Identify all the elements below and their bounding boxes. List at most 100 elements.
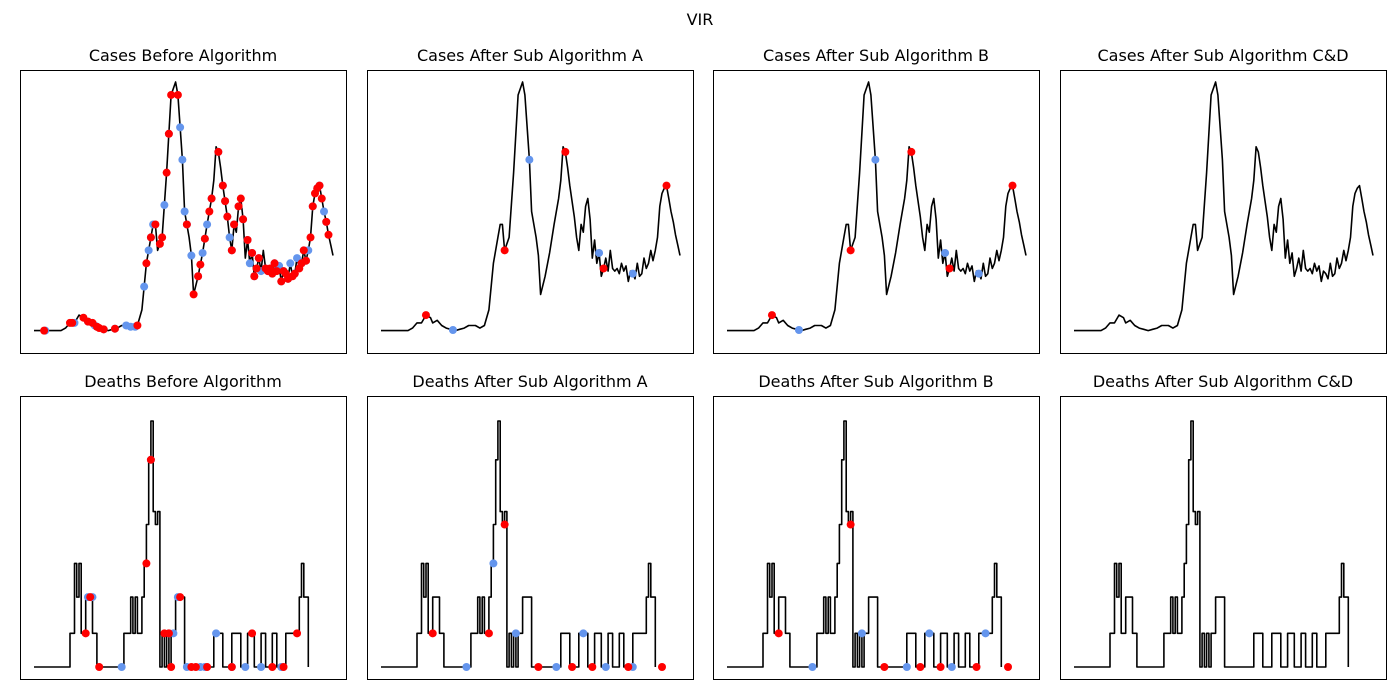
axes-frame [20,396,347,680]
peak-point [230,220,239,229]
trough-point [601,663,610,671]
trough-point [511,629,520,638]
peak-point [200,234,209,243]
peak-point [203,663,212,671]
peak-point [155,239,164,248]
peak-point [191,663,200,671]
peak-point [142,559,151,568]
trough-point [320,207,329,216]
peak-point [534,663,543,671]
trough-point [462,663,471,671]
peak-point [774,629,783,638]
subplot-cases-after-cd [1060,70,1387,354]
series-line [34,81,334,332]
axes-frame [713,396,1040,680]
peak-point [95,663,104,671]
peak-point [146,455,155,464]
peak-point [306,233,315,242]
peak-point [972,663,981,671]
peak-point [99,325,108,334]
subplot-title-deaths-before: Deaths Before Algorithm [84,372,282,391]
peak-point [1004,663,1013,671]
peak-point [167,90,176,99]
trough-point [941,248,950,257]
peak-point [767,311,776,320]
peak-point [916,663,925,671]
trough-point [117,663,126,671]
peak-point [317,194,326,203]
peak-point [293,629,302,638]
trough-point [245,259,254,268]
peak-point [164,129,173,138]
axes-frame [367,396,694,680]
peak-point [239,215,248,224]
series-line [727,81,1027,332]
peak-point [272,267,281,276]
axes-frame [20,70,347,354]
trough-point [176,123,185,132]
peak-point [205,207,214,216]
peak-point [110,324,119,333]
peak-point [299,246,308,255]
peak-point [236,194,245,203]
peak-point [133,321,142,330]
trough-point [902,663,911,671]
peak-point [250,272,259,281]
peak-point [167,663,176,671]
trough-point [198,248,207,257]
trough-point [947,663,956,671]
peak-point [624,663,633,671]
peak-point [196,260,205,269]
peak-point [324,230,333,239]
trough-point [178,155,187,164]
subplot-deaths-after-cd [1060,396,1387,680]
trough-point [257,663,266,671]
series-line [381,420,657,668]
trough-point [293,254,302,263]
peak-point [214,147,223,156]
trough-point [286,259,295,268]
peak-point [880,663,889,671]
trough-point [925,629,934,638]
peak-point [315,181,324,190]
subplot-title-cases-after-cd: Cases After Sub Algorithm C&D [1097,46,1349,65]
peak-point [936,663,945,671]
peak-point [243,235,252,244]
peak-point [86,593,95,602]
subplot-deaths-after-a [367,396,694,680]
trough-point [871,155,880,164]
peak-point [270,259,279,268]
peak-point [194,272,203,281]
subplot-title-deaths-after-a: Deaths After Sub Algorithm A [412,372,648,391]
peak-point [234,202,243,211]
trough-point [187,251,196,260]
trough-point [212,629,221,638]
peak-point [158,233,167,242]
peak-point [658,663,667,671]
series-line [381,81,681,332]
trough-point [225,233,234,242]
axes-frame [713,70,1040,354]
peak-point [173,90,182,99]
peak-point [162,168,171,177]
subplot-title-deaths-after-cd: Deaths After Sub Algorithm C&D [1092,372,1354,391]
peak-point [252,264,261,273]
peak-point [164,629,173,638]
trough-point [579,629,588,638]
peak-point [68,318,77,327]
trough-point [857,629,866,638]
trough-point [203,220,212,229]
trough-point [552,663,561,671]
peak-point [322,217,331,226]
peak-point [221,197,230,206]
trough-point [595,248,604,257]
peak-point [227,663,236,671]
peak-point [142,259,151,268]
trough-point [448,325,457,334]
trough-point [160,201,169,210]
peak-point [279,663,288,671]
trough-point [794,325,803,334]
peak-point [151,220,160,229]
series-line [1074,420,1350,668]
peak-point [302,256,311,265]
